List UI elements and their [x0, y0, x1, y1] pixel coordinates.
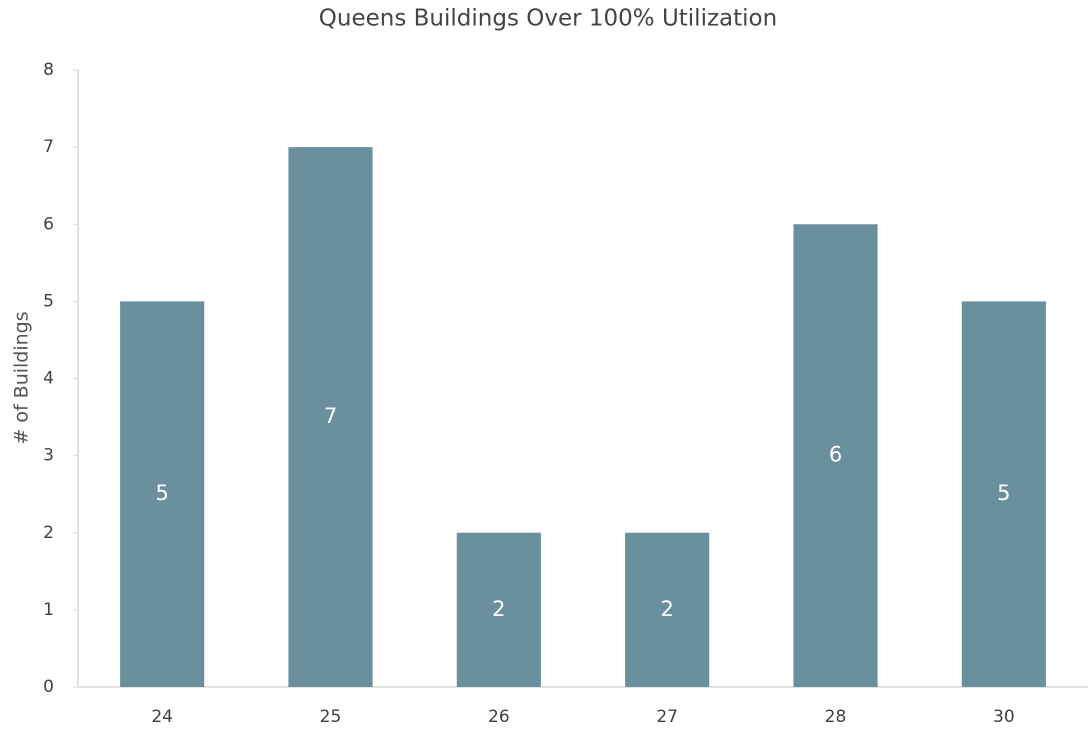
data-label: 6	[829, 443, 842, 467]
bar	[625, 532, 710, 687]
bar	[793, 224, 878, 687]
y-tick-label: 6	[43, 214, 54, 234]
data-label: 2	[660, 597, 673, 621]
y-tick-label: 0	[43, 677, 54, 697]
data-label: 5	[997, 481, 1010, 505]
x-tick-label: 28	[825, 707, 847, 727]
y-tick-label: 4	[43, 369, 54, 389]
bar	[288, 147, 373, 687]
x-tick-label: 27	[656, 707, 678, 727]
y-tick-label: 7	[43, 137, 54, 157]
x-tick-label: 24	[151, 707, 173, 727]
y-axis-title: # of Buildings	[11, 311, 33, 444]
x-tick-label: 26	[488, 707, 510, 727]
data-label: 7	[324, 404, 337, 428]
x-tick-label: 30	[993, 707, 1015, 727]
x-tick-label: 25	[320, 707, 342, 727]
chart-title: Queens Buildings Over 100% Utilization	[319, 6, 777, 32]
y-tick-label: 2	[43, 523, 54, 543]
bar	[456, 532, 541, 687]
y-tick-label: 5	[43, 291, 54, 311]
bar	[961, 301, 1046, 687]
data-label: 5	[155, 481, 168, 505]
y-tick-label: 8	[43, 60, 54, 80]
y-tick-label: 1	[43, 600, 54, 620]
bar	[120, 301, 205, 687]
y-tick-label: 3	[43, 446, 54, 466]
data-label: 2	[492, 597, 505, 621]
